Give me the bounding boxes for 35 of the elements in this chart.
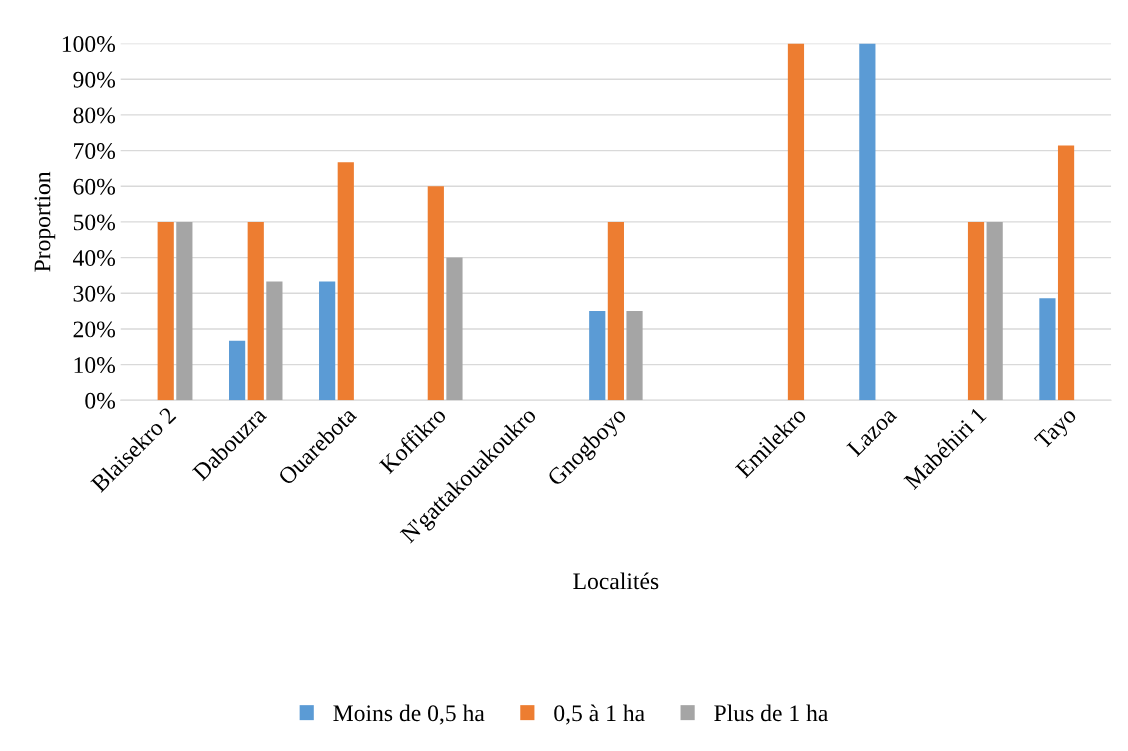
- y-tick-label: 20%: [73, 321, 116, 338]
- bar: [967, 221, 985, 401]
- legend-label: 0,5 à 1 ha: [554, 704, 645, 725]
- bar: [446, 257, 463, 401]
- bar: [1057, 145, 1075, 401]
- bar: [589, 311, 606, 401]
- bar: [247, 221, 264, 401]
- y-tick-label: 10%: [74, 357, 116, 374]
- bar: [427, 186, 444, 401]
- bar: [266, 281, 283, 401]
- bar: [229, 340, 246, 401]
- bar: [176, 221, 193, 401]
- legend-label: Plus de 1 ha: [714, 704, 829, 722]
- y-tick-label: 70%: [74, 143, 116, 160]
- bar: [1039, 298, 1056, 401]
- bar: [859, 43, 876, 401]
- y-tick-label: 60%: [73, 178, 116, 195]
- bar: [607, 221, 624, 401]
- x-tick-label: Tayo: [1033, 406, 1081, 454]
- y-tick-label: 80%: [73, 107, 116, 124]
- y-axis-title: Proportion: [34, 171, 56, 272]
- bar: [787, 43, 805, 401]
- y-tick-label: 40%: [73, 250, 116, 267]
- y-tick-label: 30%: [73, 285, 116, 302]
- legend-label: Moins de 0,5 ha: [333, 704, 485, 725]
- y-tick-label: 100%: [62, 36, 116, 53]
- bar: [337, 162, 354, 401]
- bar: [319, 281, 336, 401]
- y-tick-label: 0%: [85, 392, 116, 409]
- bar: [157, 221, 174, 401]
- bar: [986, 221, 1003, 401]
- bar: [626, 311, 643, 401]
- x-axis-title: Localités: [573, 572, 659, 590]
- y-tick-label: 90%: [73, 71, 116, 88]
- y-tick-label: 50%: [73, 214, 116, 231]
